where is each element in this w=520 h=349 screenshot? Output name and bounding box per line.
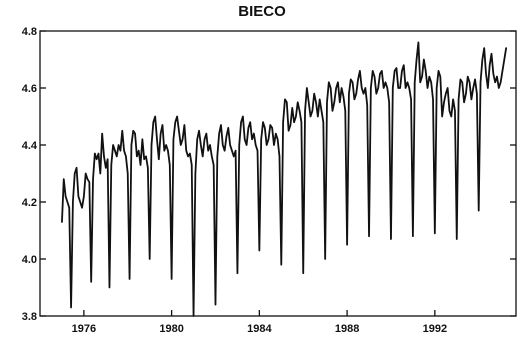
x-tick-label: 1980 [159,323,183,335]
x-axis: 1976 1980 1984 1988 1992 [72,310,447,335]
y-tick-label: 3.8 [22,311,37,323]
x-tick-label: 1976 [72,323,96,335]
x-tick-label: 1988 [335,323,359,335]
x-tick-label: 1992 [423,323,447,335]
y-axis: 3.8 4.0 4.2 4.4 4.6 4.8 [22,26,516,323]
y-tick-label: 4.6 [22,83,37,95]
y-tick-label: 4.2 [22,197,37,209]
y-tick-label: 4.4 [22,140,38,152]
series-line [62,42,506,316]
plot-area [62,42,506,316]
x-tick-label: 1984 [247,323,272,335]
chart-title: BIECO [238,3,286,20]
y-tick-label: 4.0 [22,254,37,266]
y-tick-label: 4.8 [22,26,37,38]
